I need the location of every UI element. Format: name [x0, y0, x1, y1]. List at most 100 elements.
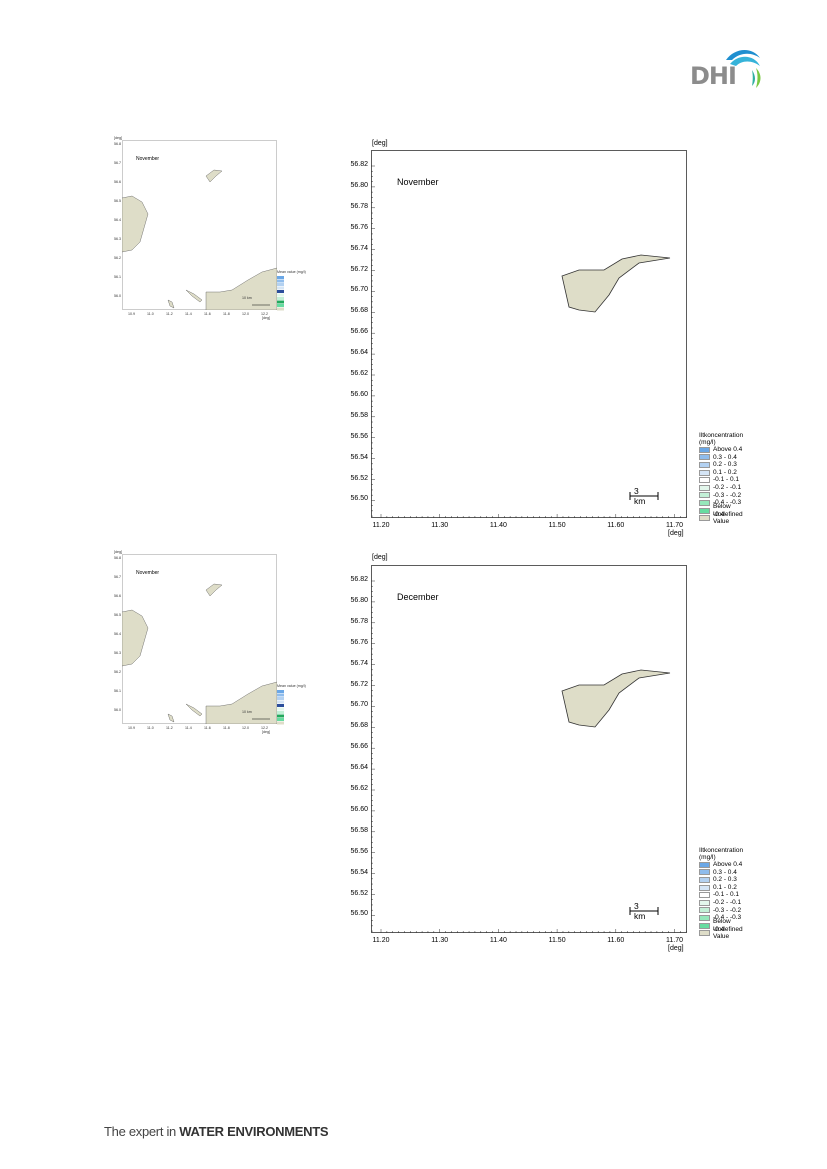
thumb-x-tick: 11.0	[147, 726, 154, 730]
legend-title: Iltkoncentration (mg/l)	[699, 847, 744, 861]
thumb-unit: [deg]	[114, 550, 122, 554]
y-tick-label: 56.74	[350, 244, 368, 252]
y-tick-label: 56.68	[350, 307, 368, 315]
y-tick-label: 56.50	[350, 495, 368, 503]
thumb-legend-swatches	[277, 276, 284, 311]
thumb-y-tick: 56.6	[114, 594, 121, 598]
axis-ticks	[371, 165, 687, 518]
thumb-y-tick: 56.2	[114, 670, 121, 674]
legend-item: 0.1 - 0.2	[699, 469, 743, 477]
y-tick-label: 56.62	[350, 785, 368, 792]
x-tick-label: 11.30	[431, 522, 449, 529]
month-label: December	[397, 592, 439, 602]
thumb-y-tick: 56.1	[114, 689, 121, 693]
y-tick-label: 56.60	[350, 390, 368, 398]
y-tick-label: 56.58	[350, 411, 368, 419]
thumb-y-tick: 56.4	[114, 632, 121, 636]
map-frame	[371, 565, 687, 933]
dhi-logo-icon	[726, 49, 761, 88]
legend-label: Above 0.4	[713, 861, 743, 868]
legend-item: 0.3 - 0.4	[699, 454, 743, 462]
scale-bar-label: 3 km	[634, 486, 646, 506]
overview-thumbnail: [deg] November Mean value (mg/l) 10 km 5…	[110, 550, 310, 734]
overview-thumbnail: [deg] November Mean value (mg/l) 10 km 5…	[110, 136, 310, 320]
legend-swatch	[699, 469, 710, 476]
legend-item: Below -0.4	[699, 918, 743, 933]
legend: Iltkoncentration (mg/l) Above 0.4 0.3 - 0…	[699, 847, 744, 940]
legend-label: -0.3 - -0.2	[713, 906, 742, 914]
thumb-x-tick: 12.0	[242, 726, 249, 730]
x-tick-label: 11.70	[666, 522, 683, 529]
land-polygon	[561, 254, 671, 313]
land-polygon	[561, 669, 671, 728]
y-tick-label: 56.60	[350, 805, 368, 813]
legend-item: 0.3 - 0.4	[699, 869, 743, 877]
y-tick-label: 56.52	[350, 889, 368, 897]
footer-prefix: The expert in	[104, 1124, 180, 1139]
legend-swatch	[699, 446, 710, 453]
y-tick-label: 56.58	[350, 826, 368, 834]
legend-swatch	[699, 899, 710, 906]
thumb-y-tick: 56.0	[114, 708, 121, 712]
thumb-y-tick: 56.6	[114, 180, 121, 184]
x-tick-label: 11.40	[489, 937, 507, 944]
legend-swatch	[699, 461, 710, 468]
y-tick-label: 56.80	[350, 596, 368, 604]
legend-label: Undefined Value	[713, 925, 743, 941]
x-axis-unit: [deg]	[668, 945, 684, 952]
y-tick-label: 56.76	[350, 638, 368, 646]
thumb-x-tick: 10.9	[128, 312, 135, 316]
legend-label: Above 0.4	[713, 446, 743, 453]
y-tick-label: 56.78	[350, 202, 368, 210]
legend-item: -0.3 - -0.2	[699, 907, 743, 915]
legend-swatch	[699, 477, 710, 484]
overview-map	[122, 140, 277, 310]
legend-swatch	[699, 914, 710, 921]
legend-items: Above 0.4 0.3 - 0.4 0.2 - 0.3 0.1 - 0.2 -0.1…	[699, 446, 743, 525]
y-tick-label: 56.66	[350, 743, 368, 751]
legend-swatch	[699, 930, 710, 937]
y-tick-label: 56.78	[350, 617, 368, 625]
thumb-x-tick: 11.2	[166, 726, 173, 730]
thumb-unit: [deg]	[114, 136, 122, 140]
x-tick-label: 11.70	[666, 937, 683, 944]
y-tick-label: 56.52	[350, 474, 368, 482]
legend-swatch	[699, 454, 710, 461]
legend-label: -0.1 - 0.1	[713, 891, 740, 899]
legend-item: -0.2 - -0.1	[699, 484, 743, 492]
y-tick-label: 56.74	[350, 659, 368, 667]
y-tick-label: 56.82	[350, 576, 368, 583]
thumb-y-tick: 56.3	[114, 651, 121, 655]
dhi-logo-text: DHI	[690, 62, 737, 90]
thumb-scale: 10 km	[242, 296, 252, 300]
thumb-legend-swatches	[277, 690, 284, 725]
thumb-y-tick: 56.3	[114, 237, 121, 241]
legend-swatch	[699, 492, 710, 499]
thumb-x-tick: 11.0	[147, 312, 154, 316]
legend-item: -0.3 - -0.2	[699, 492, 743, 500]
footer-emphasis: WATER ENVIRONMENTS	[179, 1124, 329, 1139]
legend-label: 0.3 - 0.4	[713, 453, 737, 461]
legend-swatch	[699, 484, 710, 491]
legend-title: Iltkoncentration (mg/l)	[699, 432, 744, 446]
legend-item: -0.4 - -0.3	[699, 499, 743, 507]
thumb-y-tick: 56.2	[114, 256, 121, 260]
legend-swatch	[699, 907, 710, 914]
legend-item: 0.2 - 0.3	[699, 876, 743, 884]
legend-label: 0.2 - 0.3	[713, 876, 737, 884]
thumb-y-tick: 56.1	[114, 275, 121, 279]
thumb-y-tick: 56.7	[114, 575, 121, 579]
thumb-x-tick: 12.2	[261, 312, 268, 316]
y-tick-label: 56.80	[350, 181, 368, 189]
thumb-x-tick: 11.4	[185, 312, 192, 316]
legend-items: Above 0.4 0.3 - 0.4 0.2 - 0.3 0.1 - 0.2 -0.1…	[699, 861, 743, 940]
legend-label: 0.3 - 0.4	[713, 868, 737, 876]
scale-bar-label: 3 km	[634, 901, 646, 921]
legend-item: Above 0.4	[699, 446, 743, 454]
y-tick-label: 56.64	[350, 764, 368, 772]
y-axis-unit: [deg]	[372, 554, 388, 561]
y-tick-label: 56.54	[350, 453, 368, 461]
y-tick-label: 56.68	[350, 722, 368, 730]
legend-swatch	[699, 515, 710, 522]
thumb-month: November	[136, 156, 160, 162]
